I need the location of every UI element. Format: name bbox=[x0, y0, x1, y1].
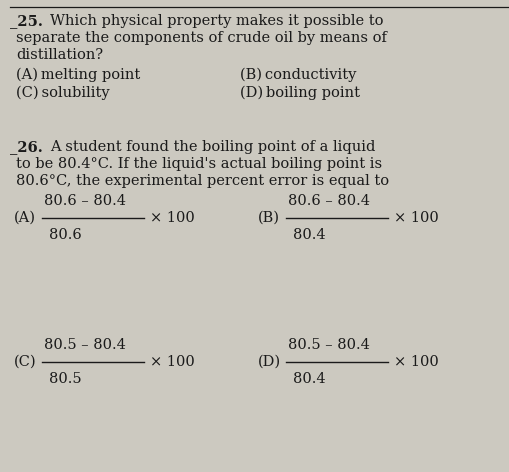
Text: to be 80.4°C. If the liquid's actual boiling point is: to be 80.4°C. If the liquid's actual boi… bbox=[16, 157, 382, 171]
Text: 80.4: 80.4 bbox=[293, 372, 326, 386]
Text: 80.5 – 80.4: 80.5 – 80.4 bbox=[44, 338, 126, 352]
Text: (A) melting point: (A) melting point bbox=[16, 68, 140, 83]
Text: (C): (C) bbox=[14, 355, 37, 369]
Text: separate the components of crude oil by means of: separate the components of crude oil by … bbox=[16, 31, 387, 45]
Text: _25.: _25. bbox=[10, 14, 43, 28]
Text: × 100: × 100 bbox=[394, 211, 439, 225]
Text: (B): (B) bbox=[258, 211, 280, 225]
Text: 80.4: 80.4 bbox=[293, 228, 326, 242]
Text: (C) solubility: (C) solubility bbox=[16, 86, 109, 101]
Text: Which physical property makes it possible to: Which physical property makes it possibl… bbox=[50, 14, 383, 28]
Text: 80.6 – 80.4: 80.6 – 80.4 bbox=[44, 194, 126, 208]
Text: 80.6°C, the experimental percent error is equal to: 80.6°C, the experimental percent error i… bbox=[16, 174, 389, 188]
Text: 80.5: 80.5 bbox=[49, 372, 81, 386]
Text: distillation?: distillation? bbox=[16, 48, 103, 62]
Text: _26.: _26. bbox=[10, 140, 43, 154]
Text: × 100: × 100 bbox=[150, 211, 195, 225]
Text: × 100: × 100 bbox=[150, 355, 195, 369]
Text: A student found the boiling point of a liquid: A student found the boiling point of a l… bbox=[50, 140, 375, 154]
Text: 80.6 – 80.4: 80.6 – 80.4 bbox=[288, 194, 370, 208]
Text: (D): (D) bbox=[258, 355, 281, 369]
Text: 80.5 – 80.4: 80.5 – 80.4 bbox=[288, 338, 370, 352]
Text: (A): (A) bbox=[14, 211, 36, 225]
Text: 80.6: 80.6 bbox=[49, 228, 82, 242]
Text: (D) boiling point: (D) boiling point bbox=[240, 86, 360, 101]
Text: × 100: × 100 bbox=[394, 355, 439, 369]
Text: (B) conductivity: (B) conductivity bbox=[240, 68, 356, 83]
